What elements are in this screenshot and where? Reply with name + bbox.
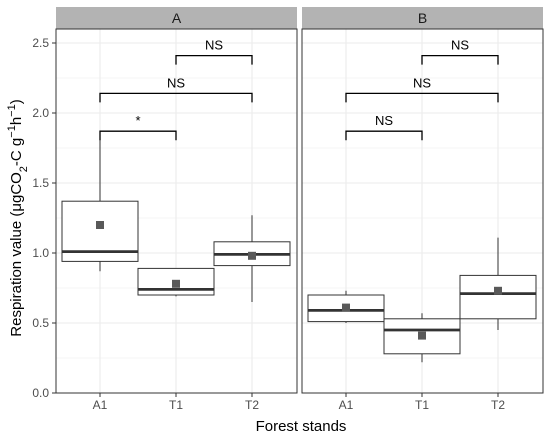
significance-bracket: NS: [345, 113, 423, 141]
panels: A NS NS * A1 T1 T2 B NS NS NS A1 T1 T2: [55, 7, 544, 412]
y-axis-title-sub: 2: [18, 166, 30, 172]
facet-strip: [56, 7, 297, 29]
bracket-line: [99, 92, 253, 103]
box-iqr: [459, 274, 537, 320]
significance-label: NS: [167, 75, 185, 90]
box-t2: [213, 215, 291, 302]
significance-label: NS: [413, 75, 431, 90]
facet-strip-label: B: [418, 10, 427, 26]
significance-label: NS: [375, 113, 393, 128]
y-axis-title-sup1: −1: [6, 125, 18, 138]
x-tick-label: T1: [415, 398, 429, 412]
mean-marker: [342, 303, 350, 312]
mean-marker: [494, 286, 502, 295]
x-axis-title: Forest stands: [256, 418, 347, 435]
y-axis-title-mid: -C g: [8, 138, 25, 166]
box-t1: [383, 313, 461, 363]
box-t2: [459, 237, 537, 330]
y-tick-label: 2.0: [32, 106, 49, 120]
bracket-line: [345, 130, 423, 141]
significance-bracket: NS: [99, 75, 253, 103]
significance-bracket: NS: [345, 75, 499, 103]
y-axis-title-h: h: [8, 117, 25, 125]
facet-strip: [302, 7, 543, 29]
significance-bracket: NS: [421, 38, 499, 65]
x-tick-label: T2: [491, 398, 505, 412]
bracket-line: [421, 54, 499, 65]
panel-a: A NS NS * A1 T1 T2: [55, 7, 298, 412]
y-tick-label: 1.0: [32, 246, 49, 260]
y-tick-label: 0.0: [32, 386, 49, 400]
y-axis-title-end: ): [8, 99, 25, 104]
y-axis-title-sup2: −1: [6, 104, 18, 117]
y-tick-label: 1.5: [32, 176, 49, 190]
significance-bracket: *: [99, 113, 177, 141]
facet-strip-label: A: [172, 10, 182, 26]
x-tick-label: T2: [245, 398, 259, 412]
significance-label: *: [135, 113, 140, 128]
bracket-line: [345, 92, 499, 103]
box-a1: [307, 290, 385, 323]
box-a1: [61, 138, 139, 272]
x-tick-label: A1: [339, 398, 354, 412]
mean-marker: [418, 331, 426, 340]
mean-marker: [96, 221, 104, 229]
y-axis-title: Respiration value (μgCO2-C g−1h−1): [6, 99, 30, 336]
box-t1: [137, 267, 215, 297]
significance-label: NS: [451, 38, 469, 53]
mean-marker: [172, 279, 180, 288]
y-tick-label: 2.5: [32, 36, 49, 50]
y-axis: 0.0 0.5 1.0 1.5 2.0 2.5: [32, 36, 56, 400]
x-tick-label: A1: [93, 398, 108, 412]
y-tick-label: 0.5: [32, 316, 49, 330]
x-tick-label: T1: [169, 398, 183, 412]
significance-label: NS: [205, 38, 223, 53]
y-axis-title-base: Respiration value (μgCO: [8, 172, 25, 337]
mean-marker: [248, 251, 256, 260]
bracket-line: [99, 130, 177, 141]
bracket-line: [175, 54, 253, 65]
significance-bracket: NS: [175, 38, 253, 65]
panel-b: B NS NS NS A1 T1 T2: [301, 7, 544, 412]
